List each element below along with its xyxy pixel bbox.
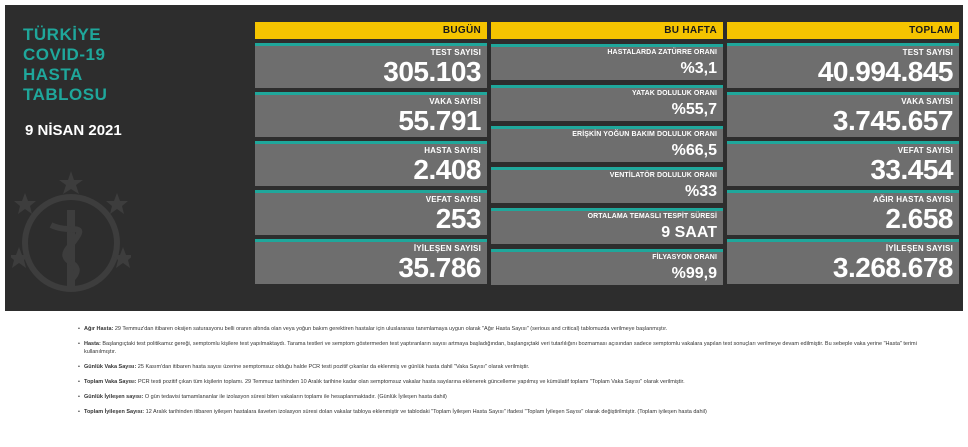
card-label: ORTALAMA TEMASLI TESPİT SÜRESİ <box>587 213 717 220</box>
total-test-card: TEST SAYISI 40.994.845 <box>727 43 959 88</box>
today-patient-card: HASTA SAYISI 2.408 <box>255 141 487 186</box>
today-death-card: VEFAT SAYISI 253 <box>255 190 487 235</box>
footnote-text: PCR testi pozitif çıkan tüm kişilerin to… <box>136 379 685 385</box>
card-label: VAKA SAYISI <box>429 97 481 106</box>
card-label: FİLYASYON ORANI <box>652 254 717 261</box>
card-label: ERİŞKİN YOĞUN BAKIM DOLULUK ORANI <box>572 131 717 138</box>
footnote-text: Başlangıçtaki test politikamız gereği, s… <box>84 341 917 355</box>
title-line: COVID-19 <box>23 45 106 64</box>
week-icu-occupancy-card: ERİŞKİN YOĞUN BAKIM DOLULUK ORANI %66,5 <box>491 126 723 162</box>
card-value: %99,9 <box>671 265 717 282</box>
week-bed-occupancy-card: YATAK DOLULUK ORANI %55,7 <box>491 85 723 121</box>
footnote-term: Günlük Vaka Sayısı: <box>84 364 137 370</box>
card-label: TEST SAYISI <box>902 48 953 57</box>
card-value: 40.994.845 <box>817 56 954 87</box>
card-value: 9 SAAT <box>661 224 717 241</box>
card-value: 253 <box>435 203 482 234</box>
footnote-item: Toplam Vaka Sayısı: PCR testi pozitif çı… <box>78 378 938 386</box>
title-line: TABLOSU <box>23 85 108 104</box>
today-case-card: VAKA SAYISI 55.791 <box>255 92 487 137</box>
footnote-item: Toplam İyileşen Sayısı: 12 Aralık tarihi… <box>78 408 938 416</box>
total-header: TOPLAM <box>727 22 959 39</box>
card-label: VAKA SAYISI <box>901 97 953 106</box>
total-critical-card: AĞIR HASTA SAYISI 2.658 <box>727 190 959 235</box>
card-label: YATAK DOLULUK ORANI <box>632 90 717 97</box>
week-contact-time-card: ORTALAMA TEMASLI TESPİT SÜRESİ 9 SAAT <box>491 208 723 244</box>
report-date: 9 NİSAN 2021 <box>25 122 122 139</box>
today-test-card: TEST SAYISI 305.103 <box>255 43 487 88</box>
today-header: BUGÜN <box>255 22 487 39</box>
title-line: TÜRKİYE <box>23 25 102 44</box>
total-recovered-card: İYİLEŞEN SAYISI 3.268.678 <box>727 239 959 284</box>
card-value: 3.745.657 <box>832 105 954 136</box>
footnote-text: O gün tedavisi tamamlananlar ile izolasy… <box>143 394 447 400</box>
footnote-item: Günlük Vaka Sayısı: 25 Kasım'dan itibare… <box>78 363 938 371</box>
week-header: BU HAFTA <box>491 22 723 39</box>
card-value: 55.791 <box>398 105 481 136</box>
card-value: 3.268.678 <box>832 252 954 283</box>
dashboard-board: TÜRKİYE COVID-19 HASTA TABLOSU 9 NİSAN 2… <box>5 5 963 311</box>
card-label: VEFAT SAYISI <box>897 146 953 155</box>
footnote-item: Hasta: Başlangıçtaki test politikamız ge… <box>78 340 938 356</box>
week-filiation-card: FİLYASYON ORANI %99,9 <box>491 249 723 285</box>
card-label: TEST SAYISI <box>430 48 481 57</box>
card-label: AĞIR HASTA SAYISI <box>872 195 953 204</box>
card-value: 2.408 <box>413 154 481 185</box>
card-value: %55,7 <box>671 101 717 118</box>
card-value: %66,5 <box>671 142 717 159</box>
footnote-term: Toplam İyileşen Sayısı: <box>84 409 145 415</box>
total-case-card: VAKA SAYISI 3.745.657 <box>727 92 959 137</box>
footnote-text: 25 Kasım'dan itibaren hasta sayısı üzeri… <box>136 364 530 370</box>
card-value: 305.103 <box>383 56 481 87</box>
ministry-emblem-icon <box>11 171 131 292</box>
card-label: VEFAT SAYISI <box>425 195 481 204</box>
card-value: 35.786 <box>398 252 481 283</box>
footnote-text: 29 Temmuz'dan itibaren oksijen saturasyo… <box>113 326 668 332</box>
week-column: BU HAFTA HASTALARDA ZATÜRRE ORANI %3,1 Y… <box>491 22 723 285</box>
card-value: 2.658 <box>885 203 953 234</box>
card-label: VENTİLATÖR DOLULUK ORANI <box>609 172 717 179</box>
card-label: İYİLEŞEN SAYISI <box>885 244 953 253</box>
footnote-term: Ağır Hasta: <box>84 326 114 332</box>
footnote-term: Günlük İyileşen sayısı: <box>84 394 144 400</box>
page-title: TÜRKİYE COVID-19 HASTA TABLOSU <box>23 25 163 105</box>
week-ventilator-card: VENTİLATÖR DOLULUK ORANI %33 <box>491 167 723 203</box>
card-value: %3,1 <box>680 60 717 77</box>
total-death-card: VEFAT SAYISI 33.454 <box>727 141 959 186</box>
footnote-term: Hasta: <box>84 341 101 347</box>
week-pneumonia-card: HASTALARDA ZATÜRRE ORANI %3,1 <box>491 44 723 80</box>
footnote-item: Günlük İyileşen sayısı: O gün tedavisi t… <box>78 393 938 401</box>
footnotes: Ağır Hasta: 29 Temmuz'dan itibaren oksij… <box>78 325 938 423</box>
card-value: %33 <box>684 183 717 200</box>
footnote-text: 12 Aralık tarihinden itibaren iyileşen h… <box>144 409 707 415</box>
card-label: HASTALARDA ZATÜRRE ORANI <box>607 49 717 56</box>
total-column: TOPLAM TEST SAYISI 40.994.845 VAKA SAYIS… <box>727 22 959 284</box>
card-label: İYİLEŞEN SAYISI <box>413 244 481 253</box>
footnote-term: Toplam Vaka Sayısı: <box>84 379 137 385</box>
footnote-item: Ağır Hasta: 29 Temmuz'dan itibaren oksij… <box>78 325 938 333</box>
card-value: 33.454 <box>870 154 953 185</box>
title-line: HASTA <box>23 65 83 84</box>
card-label: HASTA SAYISI <box>424 146 481 155</box>
today-column: BUGÜN TEST SAYISI 305.103 VAKA SAYISI 55… <box>255 22 487 284</box>
today-recovered-card: İYİLEŞEN SAYISI 35.786 <box>255 239 487 284</box>
